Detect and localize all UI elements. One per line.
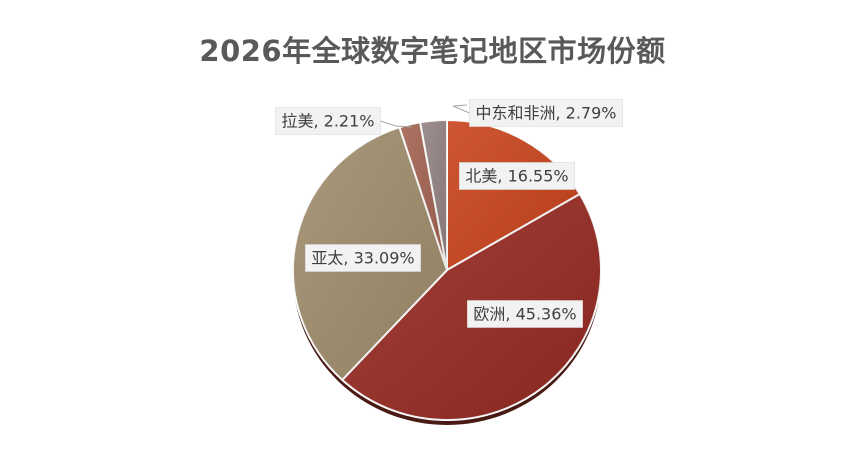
data-label-text-0: 北美, 16.55%	[465, 167, 568, 186]
data-label-text-4: 中东和非洲, 2.79%	[475, 104, 616, 123]
data-label-box-3	[275, 107, 381, 135]
data-label-3: 拉美, 2.21%	[275, 107, 381, 135]
data-label-4: 中东和非洲, 2.79%	[469, 99, 623, 127]
leader-line-4	[452, 104, 470, 114]
data-label-box-2	[305, 244, 421, 272]
data-label-text-3: 拉美, 2.21%	[281, 112, 374, 131]
data-label-0: 北美, 16.55%	[459, 162, 575, 190]
data-labels: 北美, 16.55% 欧洲, 45.36% 亚太, 33.09% 拉美, 2.21% 中…	[275, 99, 623, 328]
data-label-box-4	[469, 99, 623, 127]
data-label-box-1	[467, 300, 583, 328]
data-label-box-0	[459, 162, 575, 190]
data-label-2: 亚太, 33.09%	[305, 244, 421, 272]
data-label-1: 欧洲, 45.36%	[467, 300, 583, 328]
leader-lines	[380, 104, 470, 128]
data-label-text-1: 欧洲, 45.36%	[473, 305, 576, 324]
leader-line-3	[380, 120, 413, 128]
data-label-text-2: 亚太, 33.09%	[311, 249, 414, 268]
chart-title: 2026年全球数字笔记地区市场份额	[199, 34, 666, 68]
